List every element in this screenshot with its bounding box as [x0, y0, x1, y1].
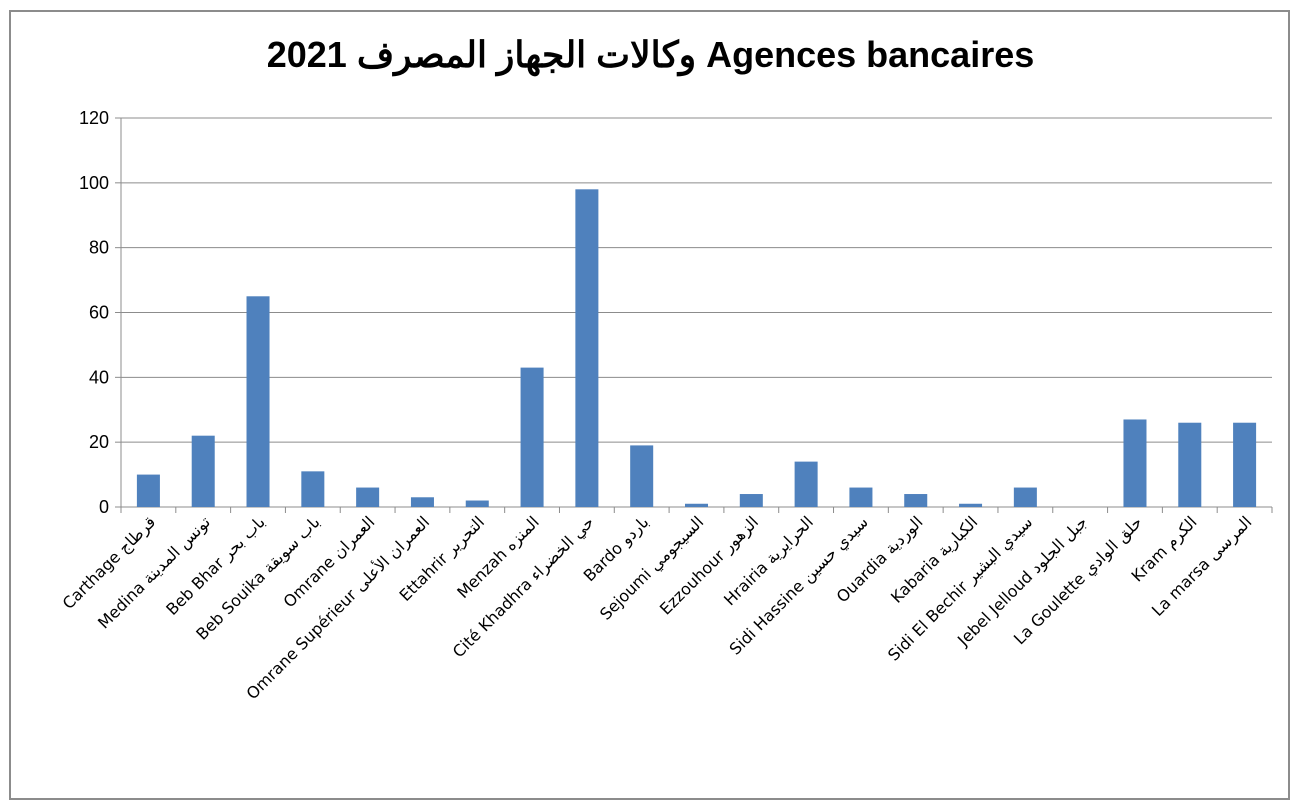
bar	[1123, 419, 1147, 507]
bar	[136, 474, 160, 507]
bar	[959, 503, 983, 507]
chart-frame	[9, 10, 1290, 800]
y-tick-label: 80	[89, 238, 109, 258]
y-tick-label: 0	[99, 497, 109, 517]
y-tick-label: 120	[79, 108, 109, 128]
x-tick-label: La marsa المرسى	[1148, 512, 1256, 620]
x-tick-label: Carthage قرطاج	[59, 512, 160, 613]
bar	[356, 487, 380, 507]
y-tick-label: 100	[79, 173, 109, 193]
bar	[1233, 422, 1257, 507]
x-tick-label: Beb Bhar باب بحر	[162, 512, 269, 619]
bar	[465, 500, 489, 507]
bar	[739, 494, 763, 507]
gridlines	[121, 117, 1272, 443]
bar	[575, 189, 599, 508]
bar	[410, 497, 434, 507]
y-tick-label: 20	[89, 432, 109, 452]
bar	[1013, 487, 1037, 507]
bars	[136, 189, 1257, 508]
bar	[849, 487, 873, 507]
bar	[1178, 422, 1202, 507]
axes	[115, 117, 1273, 513]
bar	[904, 494, 928, 507]
bar	[630, 445, 654, 507]
y-tick-labels: 0 20 40 60 80 100 120	[79, 108, 109, 517]
x-tick-label: Ezzouhour الزهور	[656, 512, 763, 619]
bar	[191, 435, 215, 507]
bar	[301, 471, 325, 507]
bar	[520, 367, 544, 507]
x-tick-label: Sejoumi السيجومي	[596, 512, 708, 624]
chart-title: وكالات الجهاز المصرف 2021 Agences bancai…	[266, 34, 1035, 75]
bar	[794, 461, 818, 507]
y-tick-label: 60	[89, 303, 109, 323]
y-tick-label: 40	[89, 367, 109, 387]
bar	[246, 296, 270, 507]
bar	[684, 503, 709, 507]
